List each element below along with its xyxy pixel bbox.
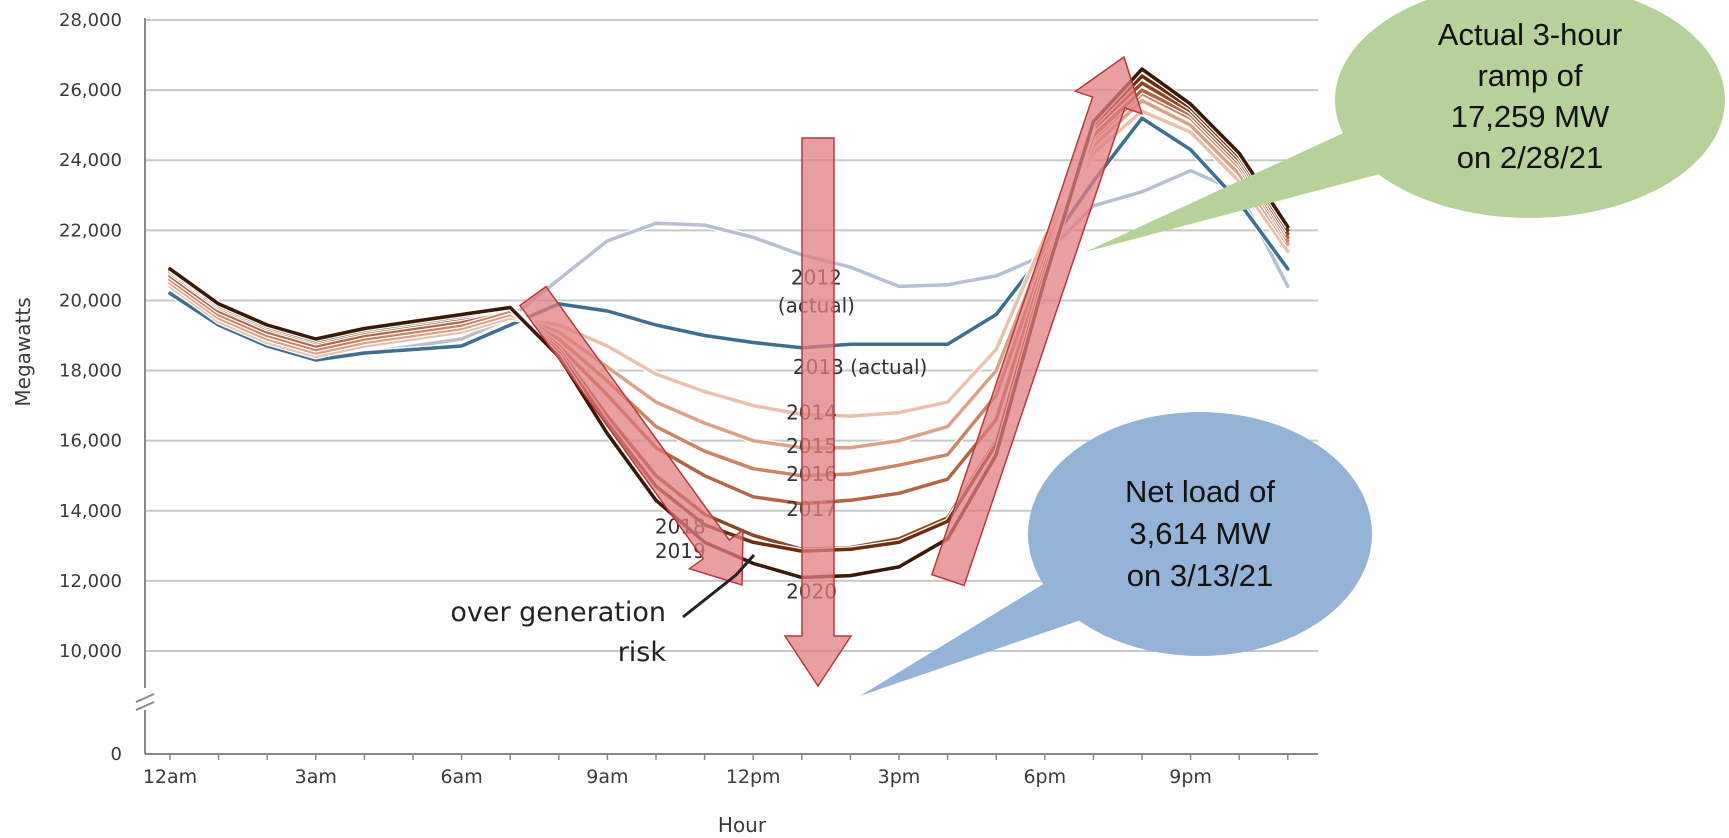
callout-ramp-line3: 17,259 MW [1451,99,1610,134]
y-tick-label: 10,000 [59,641,122,662]
arrow-evening-ramp [930,55,1144,587]
series-line-2012actual [168,168,1290,355]
x-tick-label: 12pm [726,766,781,788]
x-tick-label: 9pm [1169,766,1212,788]
callout-net-load-tail [860,580,1110,696]
axes [135,18,1318,755]
arrow-net-load-down [783,137,853,688]
x-tick-label: 12am [143,766,197,788]
y-tick-label: 14,000 [59,501,122,522]
over-generation-annotation: over generation risk [450,553,756,668]
year-labels: 2012(actual)2013 (actual)201420152016201… [655,266,927,604]
callout-net-load: Net load of 3,614 MW on 3/13/21 [860,412,1372,696]
callout-ramp-tail [1085,130,1395,252]
x-tick-label: 9am [586,766,628,788]
annotation-pointer [682,553,756,619]
x-axis-label: Hour [718,813,767,837]
callout-ramp-line4: on 2/28/21 [1457,140,1604,175]
callout-net-load-line2: 3,614 MW [1129,516,1271,551]
annotation-line2: risk [618,637,667,668]
y-tick-label: 18,000 [59,361,122,382]
callout-net-load-bubble [1028,412,1372,656]
x-tick-label: 6pm [1023,766,1066,788]
y-tick-label: 0 [111,744,122,765]
callout-net-load-line3: on 3/13/21 [1127,558,1274,593]
y-tick-label: 26,000 [59,80,122,101]
y-tick-label: 28,000 [59,10,122,31]
y-tick-labels: 0 10,000 12,000 14,000 16,000 18,000 20,000 22,… [59,10,122,765]
y-tick-label: 20,000 [59,290,122,311]
y-axis-label: Megawatts [11,297,35,406]
callout-ramp-bubble [1335,0,1725,218]
x-tick-label: 3pm [878,766,921,788]
callout-net-load-line1: Net load of [1125,474,1275,509]
callout-ramp-line2: ramp of [1477,58,1582,93]
callout-ramp-line1: Actual 3-hour [1438,17,1622,52]
arrow-midday-drop [518,285,744,587]
y-tick-label: 12,000 [59,571,122,592]
callout-ramp: Actual 3-hour ramp of 17,259 MW on 2/28/… [1085,0,1725,252]
x-tick-label: 6am [440,766,482,788]
y-tick-label: 24,000 [59,150,122,171]
x-tick-label: 3am [295,766,337,788]
y-tick-label: 16,000 [59,431,122,452]
x-tick-labels: 12am 3am 6am 9am 12pm 3pm 6pm 9pm [143,754,1289,788]
annotation-line1: over generation [450,597,666,628]
arrows [518,55,1144,688]
y-tick-label: 22,000 [59,220,122,241]
